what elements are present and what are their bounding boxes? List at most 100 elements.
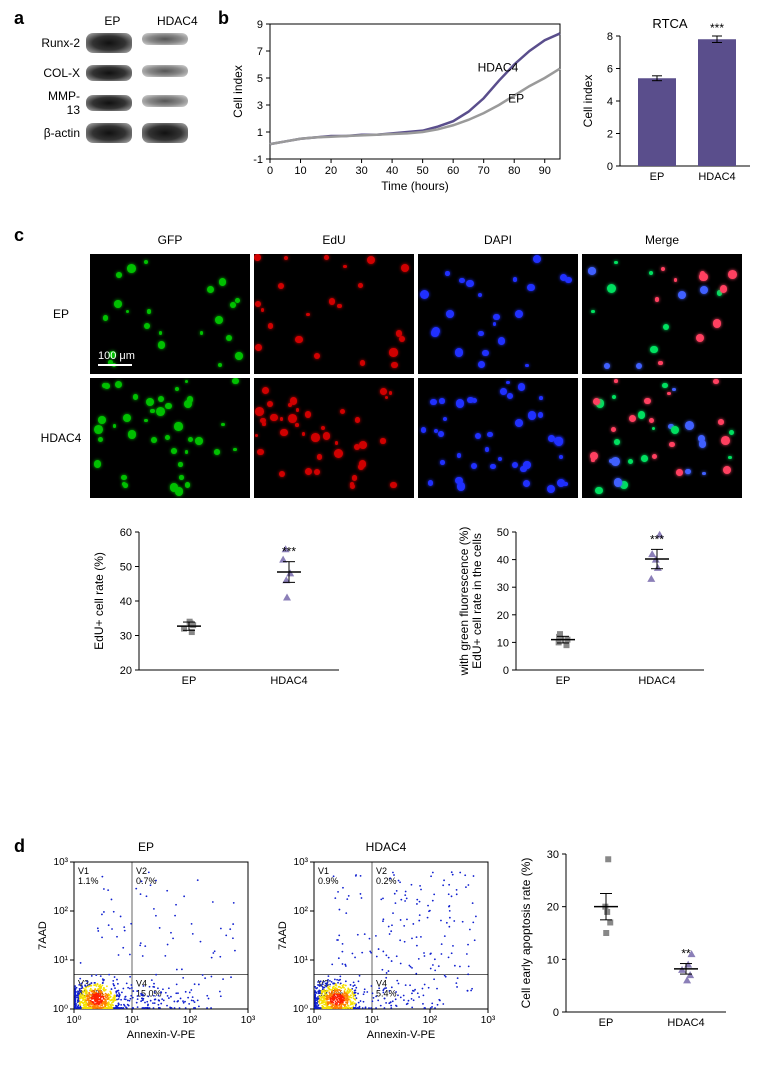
svg-text:40: 40 [119, 596, 131, 608]
svg-text:8: 8 [607, 31, 613, 43]
svg-text:10⁰: 10⁰ [306, 1015, 321, 1026]
svg-text:10¹: 10¹ [125, 1015, 140, 1026]
svg-text:90: 90 [539, 165, 551, 177]
micrograph [254, 254, 414, 374]
micro-col-header: GFP [90, 233, 250, 247]
edu-rate-scatter: 2030405060EdU+ cell rate (%)EPHDAC4*** [89, 518, 349, 698]
svg-text:V2: V2 [376, 866, 387, 876]
scale-bar: 100 μm [98, 350, 135, 366]
svg-text:10³: 10³ [241, 1015, 256, 1026]
svg-text:2: 2 [607, 129, 613, 141]
svg-text:0: 0 [607, 161, 613, 173]
svg-text:15.0%: 15.0% [136, 989, 162, 999]
svg-text:9: 9 [257, 19, 263, 31]
edu-gfp-rate-scatter: 01020304050EdU+ cell rate in the cellswi… [454, 518, 714, 698]
svg-text:10⁰: 10⁰ [53, 1004, 68, 1015]
svg-text:80: 80 [508, 165, 520, 177]
svg-text:V4: V4 [376, 979, 387, 989]
svg-text:HDAC4: HDAC4 [638, 675, 675, 687]
micro-col-header: Merge [582, 233, 742, 247]
wb-row-runx-2: Runx-2 [36, 32, 216, 54]
panel-c-label: c [14, 225, 24, 246]
micro-col-header: EdU [254, 233, 414, 247]
svg-text:HDAC4: HDAC4 [698, 171, 735, 183]
svg-text:30: 30 [355, 165, 367, 177]
svg-text:HDAC4: HDAC4 [667, 1017, 704, 1029]
svg-text:0: 0 [553, 1007, 559, 1019]
svg-text:10¹: 10¹ [54, 955, 69, 966]
svg-text:Cell index: Cell index [581, 75, 595, 128]
svg-text:V3: V3 [78, 979, 89, 989]
wb-band [86, 123, 132, 143]
panel-a-western-blot: EP HDAC4 Runx-2 COL-X MMP-13 β-actin [36, 14, 216, 152]
svg-text:1.1%: 1.1% [78, 876, 99, 886]
svg-text:**: ** [681, 947, 691, 961]
svg-text:***: *** [710, 21, 724, 35]
svg-text:V1: V1 [78, 866, 89, 876]
svg-text:10: 10 [294, 165, 306, 177]
wb-header-ep: EP [104, 14, 120, 28]
svg-text:Cell early apoptosis rate (%): Cell early apoptosis rate (%) [519, 858, 533, 1009]
wb-label: MMP-13 [36, 89, 86, 117]
micrograph: 100 μm [90, 254, 250, 374]
flow-hdac4: HDAC4 10⁰10⁰10¹10¹10²10²10³10³Annexin-V-… [276, 840, 496, 1040]
svg-text:0.7%: 0.7% [136, 876, 157, 886]
svg-text:10: 10 [547, 954, 559, 966]
svg-text:EdU+ cell rate (%): EdU+ cell rate (%) [92, 552, 106, 650]
svg-text:***: *** [649, 532, 663, 546]
svg-text:50: 50 [417, 165, 429, 177]
wb-band [142, 65, 188, 77]
micrograph [418, 378, 578, 498]
wb-band [142, 33, 188, 45]
apoptosis-scatter: 0102030Cell early apoptosis rate (%)EPHD… [516, 840, 736, 1040]
svg-text:0.9%: 0.9% [318, 876, 339, 886]
wb-row-β-actin: β-actin [36, 122, 216, 144]
flow-ep-title: EP [36, 840, 256, 854]
svg-text:60: 60 [447, 165, 459, 177]
wb-label: Runx-2 [36, 36, 86, 50]
svg-text:EP: EP [599, 1017, 614, 1029]
svg-text:5: 5 [257, 73, 263, 85]
svg-text:10¹: 10¹ [365, 1015, 380, 1026]
svg-text:10²: 10² [54, 906, 69, 917]
svg-text:40: 40 [386, 165, 398, 177]
micro-row-label: EP [36, 307, 86, 321]
panel-d-label: d [14, 836, 25, 857]
flow-hdac4-title: HDAC4 [276, 840, 496, 854]
svg-text:20: 20 [119, 665, 131, 677]
svg-text:-1: -1 [253, 154, 263, 166]
svg-text:0: 0 [267, 165, 273, 177]
panel-d: EP 10⁰10⁰10¹10¹10²10²10³10³Annexin-V-PE7… [36, 840, 766, 1040]
svg-text:10¹: 10¹ [294, 955, 309, 966]
svg-text:6: 6 [607, 64, 613, 76]
svg-text:3: 3 [257, 100, 263, 112]
micrograph [582, 378, 742, 498]
svg-text:30: 30 [496, 582, 508, 594]
svg-text:7AAD: 7AAD [37, 921, 49, 950]
wb-header-hdac4: HDAC4 [157, 14, 198, 28]
wb-band [86, 95, 132, 111]
wb-band [86, 65, 132, 81]
svg-text:10³: 10³ [294, 857, 309, 868]
svg-text:7AAD: 7AAD [277, 921, 289, 950]
svg-text:Cell index: Cell index [231, 65, 245, 118]
svg-text:70: 70 [478, 165, 490, 177]
panel-a-label: a [14, 8, 24, 29]
micrograph [254, 378, 414, 498]
svg-text:EP: EP [555, 675, 570, 687]
svg-text:5.4%: 5.4% [376, 989, 397, 999]
micrograph [582, 254, 742, 374]
svg-text:10²: 10² [294, 906, 309, 917]
svg-text:60: 60 [119, 527, 131, 539]
wb-label: COL-X [36, 66, 86, 80]
panel-b-label: b [218, 8, 229, 29]
svg-text:20: 20 [547, 902, 559, 914]
svg-text:10⁰: 10⁰ [293, 1004, 308, 1015]
svg-text:50: 50 [119, 562, 131, 574]
micro-col-header: DAPI [418, 233, 578, 247]
svg-text:Annexin-V-PE: Annexin-V-PE [367, 1029, 435, 1041]
svg-text:EdU+ cell rate in the cells: EdU+ cell rate in the cells [470, 533, 484, 669]
svg-text:EP: EP [508, 91, 524, 105]
svg-text:RTCA: RTCA [652, 16, 687, 31]
svg-text:10⁰: 10⁰ [66, 1015, 81, 1026]
